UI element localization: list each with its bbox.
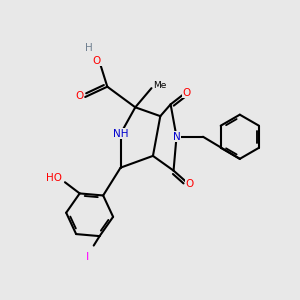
Text: O: O [93,56,101,66]
Text: O: O [75,92,83,101]
Text: HO: HO [46,173,62,183]
Text: O: O [185,179,193,189]
Text: N: N [172,132,180,142]
Text: NH: NH [113,129,128,139]
Text: H: H [85,43,93,53]
Text: O: O [182,88,190,98]
Text: I: I [86,252,89,262]
Text: Me: Me [154,81,167,90]
